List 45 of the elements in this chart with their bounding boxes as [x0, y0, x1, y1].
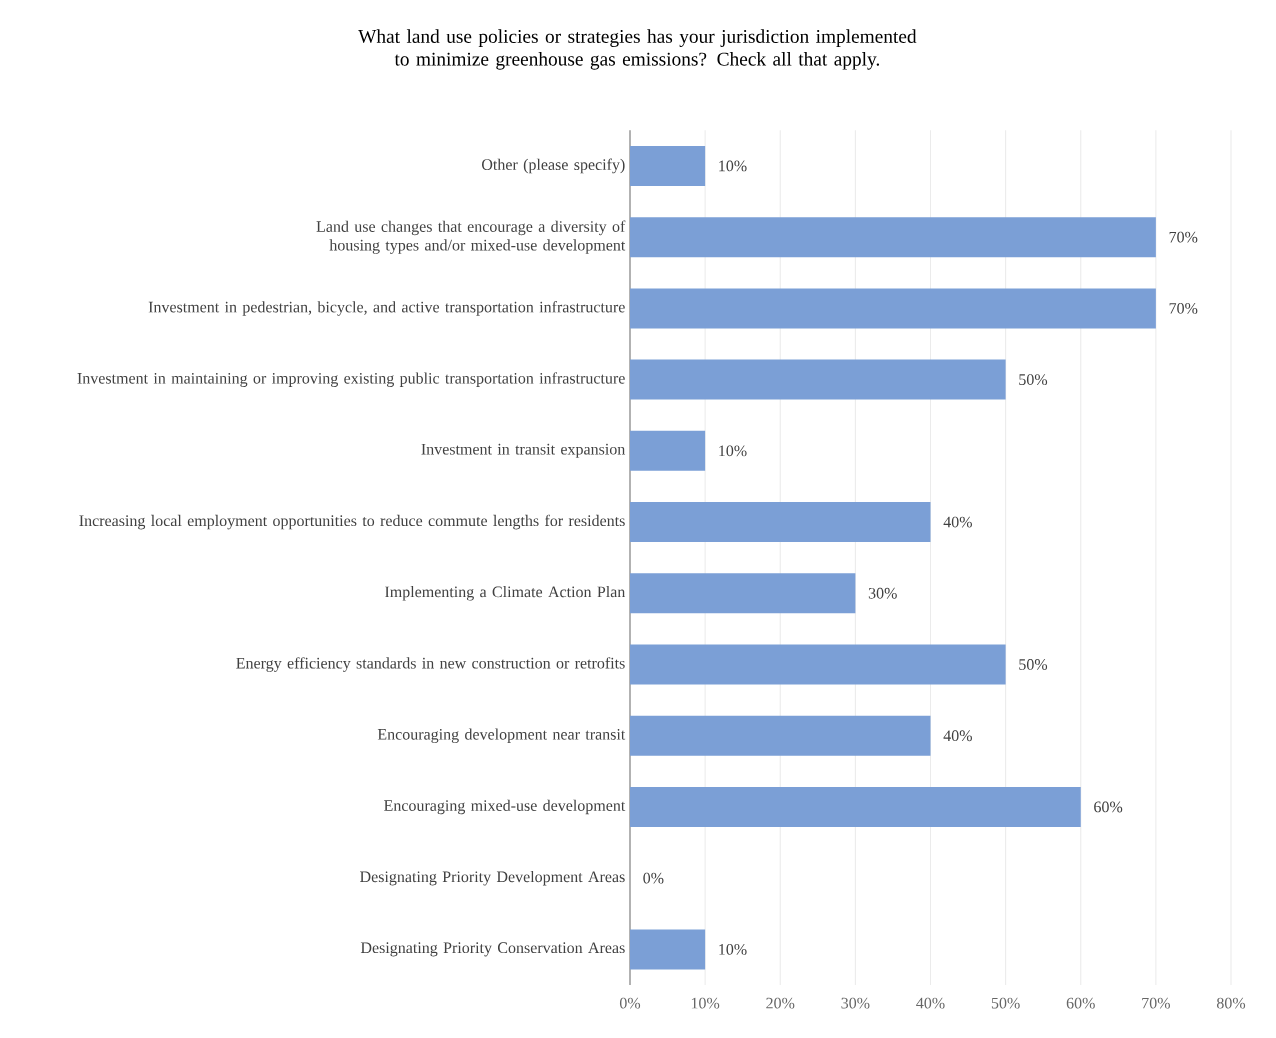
bar — [630, 502, 931, 543]
y-tick-label: Designating Priority Development Areas — [360, 870, 625, 886]
data-label: 70% — [1169, 231, 1198, 243]
bar — [630, 217, 1156, 258]
bar — [630, 786, 1081, 827]
x-tick-label: 50% — [991, 997, 1020, 1009]
y-tick-label: Encouraging mixed-use development — [384, 799, 626, 815]
y-tick-label: Designating Priority Conservation Areas — [360, 942, 625, 957]
data-label: 10% — [719, 160, 747, 172]
y-tick-label: Energy efficiency standards in new construction or retrofits — [236, 657, 625, 672]
x-tick-label: 40% — [916, 997, 945, 1009]
data-label: 50% — [1019, 659, 1048, 670]
y-tick-label: Land use changes that encourage a diversity of housing types and/or mixed-use development — [316, 220, 626, 254]
bar — [630, 430, 706, 471]
chart-title: What land use policies or strategies has your jurisdiction implemented to minimize greenhouse gas emissions? Check all that apply. — [358, 29, 917, 70]
x-tick-label: 20% — [766, 997, 795, 1009]
y-tick-label: Implementing a Climate Action Plan — [385, 586, 626, 601]
y-tick-label: Investment in maintaining or improving existing public transportation infrastructure — [77, 372, 625, 387]
y-tick-label: Investment in pedestrian, bicycle, and active transportation infrastructure — [148, 301, 625, 316]
data-label: 10% — [719, 943, 747, 955]
data-label: 40% — [943, 516, 972, 528]
data-label: 60% — [1094, 801, 1123, 813]
data-label: 10% — [719, 445, 747, 457]
x-tick-label: 0% — [619, 997, 641, 1009]
y-tick-label: Increasing local employment opportunities to reduce commute lengths for residents — [79, 514, 625, 530]
x-tick-label: 60% — [1066, 997, 1095, 1009]
y-tick-label: Investment in transit expansion — [421, 443, 626, 458]
bar — [630, 359, 1006, 400]
bar — [630, 573, 856, 614]
x-tick-label: 80% — [1216, 997, 1246, 1009]
bar — [630, 644, 1006, 685]
bar — [630, 145, 706, 186]
x-tick-label: 30% — [841, 997, 870, 1009]
bar — [630, 715, 931, 756]
data-label: 30% — [868, 587, 897, 599]
data-label: 0% — [643, 872, 664, 884]
data-label: 70% — [1169, 302, 1198, 314]
x-tick-label: 70% — [1142, 997, 1170, 1009]
y-tick-label: Other (please specify) — [482, 158, 625, 174]
data-label: 40% — [943, 730, 972, 742]
bar — [630, 288, 1156, 329]
data-label: 50% — [1019, 374, 1048, 386]
bar — [630, 929, 706, 970]
x-tick-label: 10% — [691, 997, 720, 1009]
y-tick-label: Encouraging development near transit — [377, 728, 626, 743]
